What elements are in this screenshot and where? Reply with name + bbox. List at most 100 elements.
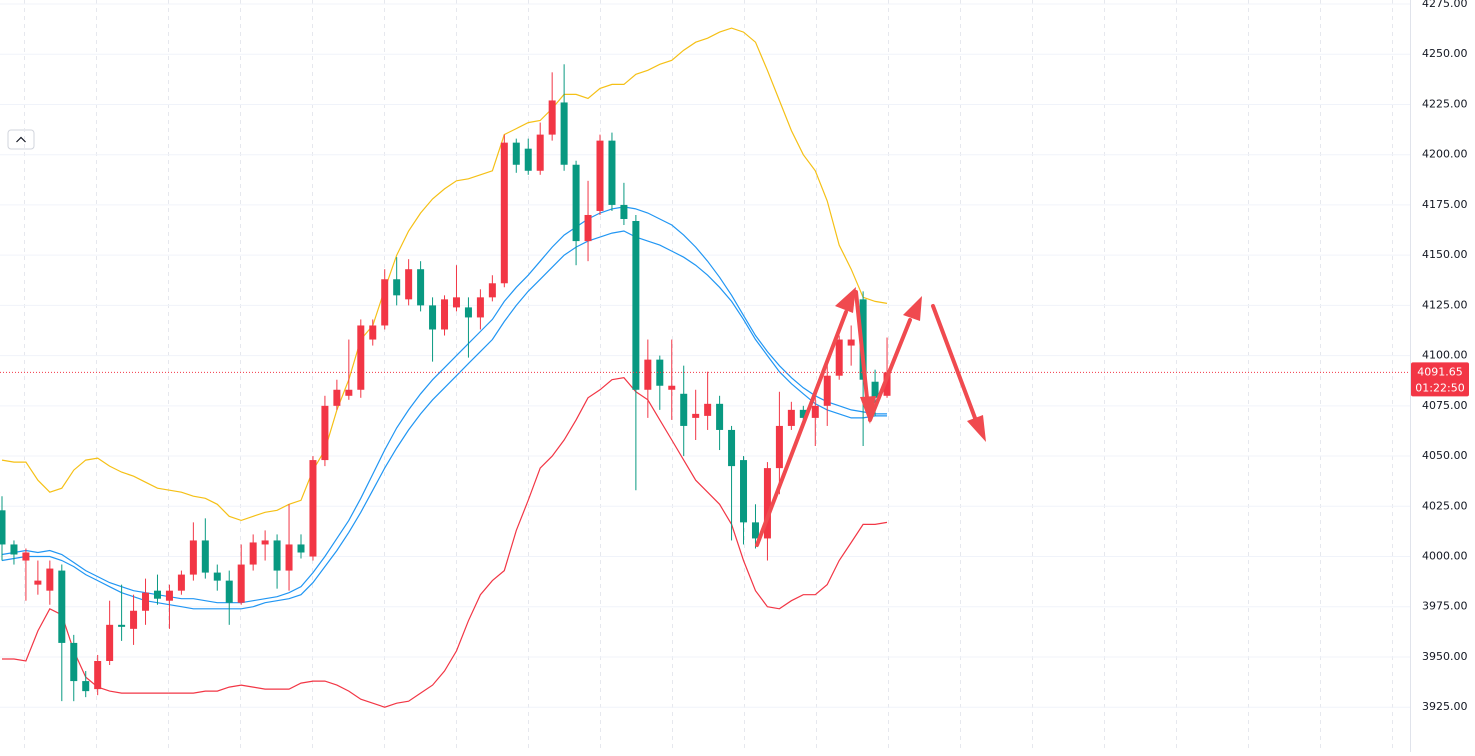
- candle-body: [165, 590, 173, 601]
- candle-body: [859, 299, 867, 380]
- candle-body: [596, 140, 604, 211]
- candle-body: [381, 279, 389, 326]
- candle-body: [225, 580, 233, 603]
- candle-body: [536, 134, 544, 171]
- y-tick-label: 4100.00: [1422, 349, 1468, 362]
- y-tick-label: 4225.00: [1422, 97, 1468, 110]
- candle-body: [608, 140, 616, 205]
- arrows: [755, 287, 986, 547]
- indicator-line: [2, 377, 888, 708]
- candle-body: [22, 552, 30, 561]
- arrow-shaft: [931, 304, 977, 420]
- candle-body: [692, 413, 700, 418]
- y-tick-label: 4250.00: [1422, 47, 1468, 60]
- candle-body: [668, 385, 676, 390]
- candle-body: [285, 544, 293, 571]
- candle-body: [58, 570, 66, 643]
- candle-body: [584, 214, 592, 242]
- y-tick-label: 4125.00: [1422, 298, 1468, 311]
- candle-body: [321, 405, 329, 461]
- candle-body: [417, 269, 425, 306]
- y-tick-label: 4025.00: [1422, 499, 1468, 512]
- candle-body: [775, 425, 783, 469]
- arrow-head: [967, 415, 986, 442]
- arrow-shaft: [854, 290, 869, 400]
- candle-body: [357, 325, 365, 390]
- indicator-line: [1, 230, 887, 610]
- candle-body: [883, 372, 891, 396]
- arrow-head: [835, 287, 856, 313]
- candle-body: [644, 359, 652, 390]
- candle-body: [10, 544, 18, 555]
- candle-body: [871, 381, 879, 398]
- candle-body: [369, 325, 377, 340]
- y-tick-label: 4075.00: [1422, 399, 1468, 412]
- candle-body: [142, 592, 150, 611]
- candle-body: [728, 429, 736, 467]
- candle-body: [811, 405, 819, 418]
- candle-body: [405, 269, 413, 300]
- y-tick-label: 4150.00: [1422, 248, 1468, 261]
- candle-body: [429, 305, 437, 330]
- candle-body: [632, 220, 640, 390]
- collapse-button[interactable]: [7, 129, 35, 150]
- candle-body: [751, 522, 759, 539]
- candle-body: [524, 148, 532, 171]
- candle-body: [452, 297, 460, 308]
- chevron-icon[interactable]: [16, 136, 26, 143]
- button-frame[interactable]: [7, 129, 35, 150]
- candle-body: [82, 681, 90, 692]
- candle-body: [70, 642, 78, 682]
- arrow-shaft: [755, 310, 848, 547]
- candle-body: [500, 142, 508, 284]
- arrow-shaft: [868, 318, 912, 422]
- candle-body: [716, 403, 724, 430]
- candle-body: [237, 564, 245, 603]
- arrow-head: [860, 396, 876, 424]
- candle-body: [393, 279, 401, 296]
- candle-body: [476, 297, 484, 318]
- candle-body: [488, 283, 496, 298]
- candle-body: [345, 389, 353, 396]
- y-tick-label: 4175.00: [1422, 198, 1468, 211]
- candle-body: [94, 660, 102, 690]
- candle-body: [118, 624, 126, 627]
- candle-body: [823, 375, 831, 406]
- candle-body: [740, 460, 748, 523]
- candle-body: [177, 574, 185, 591]
- candle-body: [799, 409, 807, 418]
- candle-body: [560, 102, 568, 165]
- candle-body: [464, 307, 472, 318]
- candle-body: [46, 568, 54, 591]
- indicator-line: [1, 206, 887, 604]
- candle-body: [261, 540, 269, 545]
- candle-body: [309, 460, 317, 557]
- candle-body: [106, 624, 114, 661]
- candle-body: [763, 468, 771, 539]
- candle-body: [512, 142, 520, 165]
- y-tick-label: 3925.00: [1422, 700, 1468, 713]
- countdown-label: 01:22:50: [1415, 381, 1464, 394]
- y-tick-label: 3950.00: [1422, 650, 1468, 663]
- candle-body: [704, 403, 712, 416]
- y-tick-label: 3975.00: [1422, 600, 1468, 613]
- arrow-head: [903, 296, 922, 321]
- candle-body: [620, 204, 628, 219]
- candle-body: [189, 540, 197, 575]
- candle-body: [297, 544, 305, 553]
- candle-body: [34, 580, 42, 585]
- y-tick-label: 4000.00: [1422, 550, 1468, 563]
- last-price-badge: [1411, 362, 1469, 397]
- candle-body: [249, 542, 257, 565]
- candle-body: [201, 540, 209, 573]
- candle-body: [213, 572, 221, 581]
- candle-body: [0, 510, 6, 545]
- plot: [0, 0, 1410, 752]
- y-tick-label: 4050.00: [1422, 449, 1468, 462]
- candle-body: [333, 389, 341, 406]
- candle-body: [787, 409, 795, 426]
- y-tick-label: 4200.00: [1422, 148, 1468, 161]
- last-price-label: 4091.65: [1417, 365, 1463, 378]
- candle-body: [835, 339, 843, 376]
